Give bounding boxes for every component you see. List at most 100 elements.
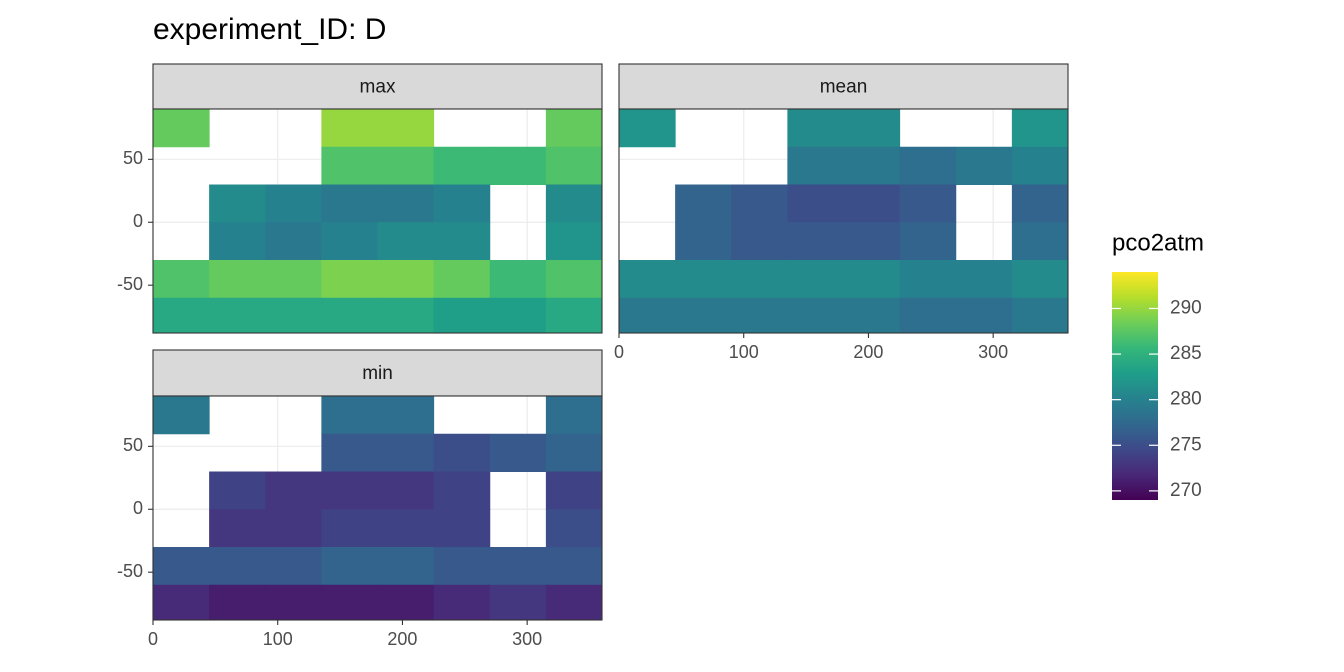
cell (433, 146, 491, 186)
legend-title: pco2atm (1112, 229, 1204, 256)
cell (619, 109, 676, 148)
cell (545, 260, 602, 299)
cell (433, 184, 491, 223)
cell (321, 297, 378, 333)
x-tick-label: 0 (148, 629, 158, 649)
cell (489, 146, 547, 186)
cell (321, 260, 378, 299)
cell (377, 184, 435, 223)
cell (545, 146, 602, 186)
colorbar-label: 285 (1170, 343, 1202, 364)
cell (899, 297, 957, 333)
cell (675, 184, 732, 223)
y-tick-label: -50 (117, 274, 143, 294)
cell (209, 184, 266, 223)
cell (843, 109, 901, 148)
cell (321, 433, 378, 473)
cell (321, 584, 378, 620)
cell (843, 260, 901, 299)
cell (377, 547, 435, 586)
cell (377, 146, 435, 186)
cell (265, 509, 322, 548)
cell (153, 260, 210, 299)
cell (377, 396, 435, 435)
cell (321, 184, 378, 223)
cell (153, 396, 210, 435)
cell (489, 433, 547, 473)
cell (321, 109, 378, 148)
strip-background (152, 349, 603, 397)
cell (321, 396, 378, 435)
cells (153, 396, 602, 620)
colorbar-label: 270 (1170, 480, 1202, 501)
cell (899, 260, 957, 299)
cell (321, 471, 378, 510)
cell (153, 547, 210, 586)
cell (265, 222, 322, 261)
cell (675, 222, 732, 261)
cell (899, 222, 957, 261)
cell (731, 260, 788, 299)
cell (787, 184, 844, 223)
colorbar-label: 280 (1170, 389, 1202, 410)
cell (899, 146, 957, 186)
colorbar (1112, 272, 1158, 500)
panel-border (618, 108, 1069, 334)
cell (955, 297, 1013, 333)
cell (675, 297, 732, 333)
cell (843, 146, 901, 186)
y-tick-label: 0 (133, 211, 143, 231)
cell (843, 184, 901, 223)
cell (377, 433, 435, 473)
cell (209, 222, 266, 261)
cell (321, 146, 378, 186)
cell (1011, 109, 1068, 148)
cell (545, 547, 602, 586)
cell (545, 471, 602, 510)
cell (265, 260, 322, 299)
cells (619, 109, 1068, 333)
cell (545, 222, 602, 261)
cell (955, 260, 1013, 299)
cell (545, 396, 602, 435)
cell (433, 471, 491, 510)
cell (675, 260, 732, 299)
cell (787, 260, 844, 299)
x-tick-label: 100 (729, 342, 759, 362)
y-tick-label: 0 (133, 498, 143, 518)
cell (619, 297, 676, 333)
cell (321, 509, 378, 548)
cell (1011, 260, 1068, 299)
x-tick-label: 0 (614, 342, 624, 362)
cell (209, 297, 266, 333)
cell (731, 184, 788, 223)
cell (787, 146, 844, 186)
cell (433, 509, 491, 548)
cell (843, 297, 901, 333)
cell (377, 471, 435, 510)
x-tick-label: 200 (387, 629, 417, 649)
cell (209, 509, 266, 548)
colorbar-label: 290 (1170, 297, 1202, 318)
cell (377, 509, 435, 548)
cell (545, 297, 602, 333)
colorbar-label: 275 (1170, 434, 1202, 455)
cell (1011, 222, 1068, 261)
strip-label: mean (820, 77, 868, 98)
cell (265, 184, 322, 223)
cell (545, 584, 602, 620)
cell (377, 584, 435, 620)
cell (619, 260, 676, 299)
cell (377, 109, 435, 148)
cell (153, 297, 210, 333)
strip-label: max (360, 77, 396, 98)
cell (731, 297, 788, 333)
cell (489, 547, 547, 586)
x-tick-label: 300 (512, 629, 542, 649)
strip-label: min (362, 363, 393, 384)
cell (433, 584, 491, 620)
cell (489, 584, 547, 620)
cell (321, 222, 378, 261)
cell (899, 184, 957, 223)
